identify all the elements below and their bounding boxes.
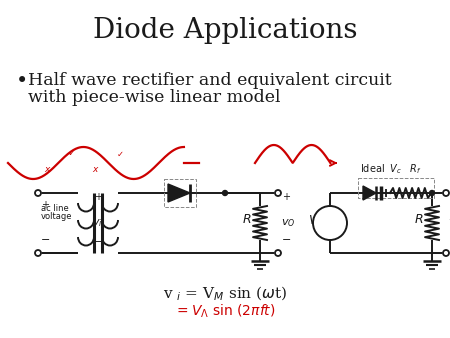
Text: +: + bbox=[41, 200, 49, 210]
Circle shape bbox=[429, 191, 435, 195]
Text: $v_O$: $v_O$ bbox=[281, 217, 295, 229]
Polygon shape bbox=[363, 186, 376, 200]
Text: $v_i$: $v_i$ bbox=[92, 217, 102, 229]
Text: x: x bbox=[92, 166, 98, 174]
Text: voltage: voltage bbox=[41, 212, 72, 221]
Circle shape bbox=[275, 190, 281, 196]
Polygon shape bbox=[168, 184, 190, 202]
Text: +: + bbox=[94, 192, 102, 202]
Text: −: − bbox=[282, 235, 292, 245]
Circle shape bbox=[35, 250, 41, 256]
Text: +: + bbox=[325, 213, 335, 223]
Text: Diode Applications: Diode Applications bbox=[93, 17, 357, 44]
Text: Ideal  $V_c$   $R_f$: Ideal $V_c$ $R_f$ bbox=[360, 162, 422, 176]
Text: +: + bbox=[282, 192, 290, 202]
Circle shape bbox=[275, 250, 281, 256]
Text: $V_i$: $V_i$ bbox=[308, 214, 321, 229]
Text: +: + bbox=[449, 192, 450, 202]
Text: Half wave rectifier and equivalent circuit: Half wave rectifier and equivalent circu… bbox=[28, 72, 392, 89]
Text: $v_O$: $v_O$ bbox=[448, 217, 450, 229]
Text: ✓: ✓ bbox=[117, 150, 123, 159]
Bar bbox=[164, 179, 196, 207]
Text: −: − bbox=[449, 235, 450, 245]
Text: $R$: $R$ bbox=[414, 213, 424, 226]
Text: with piece-wise linear model: with piece-wise linear model bbox=[28, 89, 280, 106]
Text: −: − bbox=[325, 223, 335, 237]
Text: x: x bbox=[44, 166, 50, 174]
Text: ac line: ac line bbox=[41, 204, 69, 213]
Text: •: • bbox=[16, 72, 28, 91]
Circle shape bbox=[35, 190, 41, 196]
Text: −: − bbox=[93, 237, 103, 247]
Text: $R$: $R$ bbox=[242, 213, 252, 226]
Bar bbox=[358, 178, 434, 198]
Circle shape bbox=[443, 190, 449, 196]
Text: v $_{i}$ = V$_{M}$ sin ($\omega$t): v $_{i}$ = V$_{M}$ sin ($\omega$t) bbox=[163, 285, 287, 303]
Circle shape bbox=[443, 250, 449, 256]
Circle shape bbox=[313, 206, 347, 240]
Text: $= V_\Lambda\ \mathrm{sin}\ (2\pi ft)$: $= V_\Lambda\ \mathrm{sin}\ (2\pi ft)$ bbox=[174, 302, 276, 320]
Text: ✓: ✓ bbox=[68, 148, 76, 158]
Text: −: − bbox=[41, 235, 50, 245]
Circle shape bbox=[222, 191, 228, 195]
